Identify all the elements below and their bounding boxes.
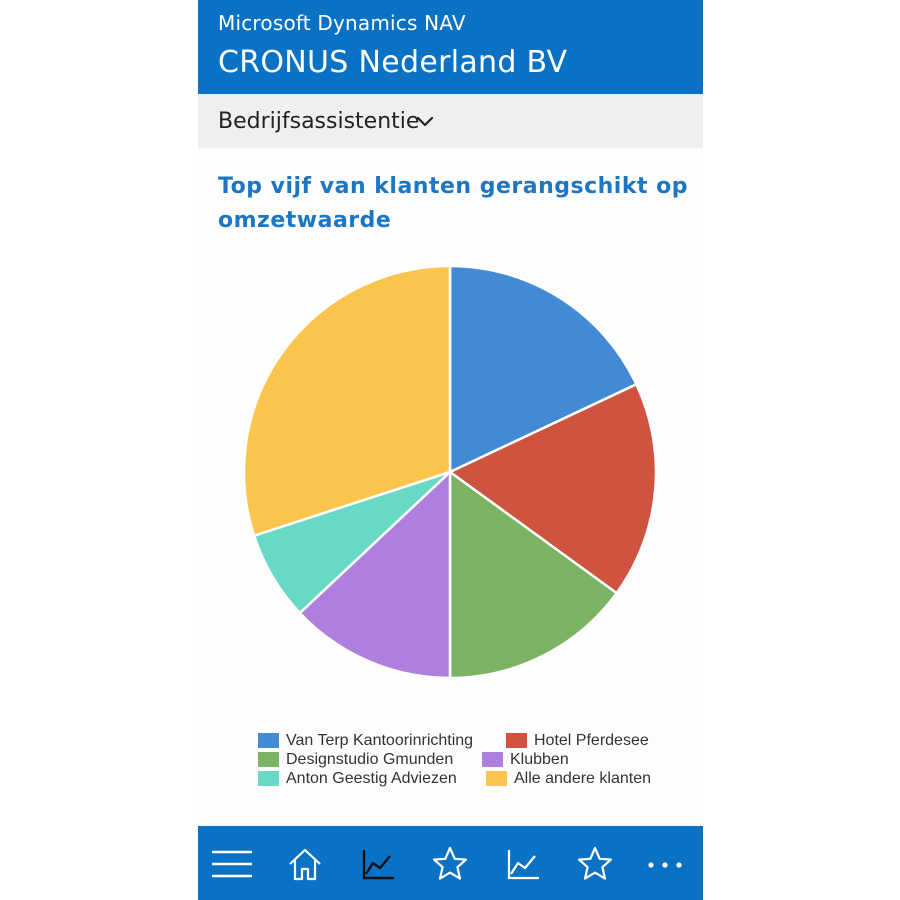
chart-title: Top vijf van klanten gerangschikt op omz… — [218, 174, 688, 233]
chart-icon — [507, 850, 539, 880]
chart-button[interactable] — [358, 844, 398, 884]
legend-swatch — [258, 771, 279, 786]
legend-swatch — [506, 733, 527, 748]
chart-button-2[interactable] — [503, 844, 543, 884]
more-icon — [648, 862, 682, 868]
legend-swatch — [258, 733, 279, 748]
favorites-button[interactable] — [430, 844, 470, 884]
legend-label: Alle andere klanten — [514, 769, 651, 787]
legend-item: Klubben — [482, 750, 569, 769]
pie-chart — [242, 264, 658, 680]
legend-label: Designstudio Gmunden — [286, 750, 454, 768]
legend-item: Alle andere klanten — [486, 769, 651, 788]
menu-button[interactable] — [212, 844, 252, 884]
legend-label: Hotel Pferdesee — [534, 731, 649, 749]
legend-label: Anton Geestig Adviezen — [286, 769, 457, 787]
favorites-button-2[interactable] — [575, 844, 615, 884]
menu-icon — [212, 850, 252, 878]
home-button[interactable] — [285, 844, 325, 884]
legend-item: Van Terp Kantoorinrichting — [258, 731, 473, 750]
app-header: Microsoft Dynamics NAV CRONUS Nederland … — [198, 0, 703, 94]
legend-swatch — [258, 752, 279, 767]
legend-swatch — [486, 771, 507, 786]
star-icon — [432, 846, 468, 880]
legend-label: Klubben — [510, 750, 569, 768]
pie-slice-1[interactable] — [448, 383, 658, 595]
legend-swatch — [482, 752, 503, 767]
chart-icon — [362, 850, 394, 880]
legend-item: Designstudio Gmunden — [258, 750, 453, 769]
pie-slice-2[interactable] — [448, 470, 618, 680]
legend-item: Hotel Pferdesee — [506, 731, 649, 750]
pie-slice-0[interactable] — [448, 264, 638, 474]
chart-legend: Van Terp Kantoorinrichting Hotel Pferdese… — [258, 731, 678, 793]
pie-slice-5[interactable] — [242, 264, 452, 537]
legend-label: Van Terp Kantoorinrichting — [286, 731, 474, 749]
app-screen: Microsoft Dynamics NAV CRONUS Nederland … — [198, 0, 703, 900]
role-center-selector[interactable]: Bedrijfsassistentie — [198, 94, 703, 148]
company-name: CRONUS Nederland BV — [218, 45, 568, 80]
more-button[interactable] — [645, 844, 685, 884]
app-name: Microsoft Dynamics NAV — [218, 11, 466, 35]
chevron-down-icon — [416, 116, 434, 127]
star-icon — [577, 846, 613, 880]
role-center-label: Bedrijfsassistentie — [218, 109, 420, 134]
bottom-navbar — [198, 826, 703, 900]
home-icon — [289, 848, 321, 881]
pie-slice-3[interactable] — [298, 470, 452, 680]
legend-item: Anton Geestig Adviezen — [258, 769, 457, 788]
